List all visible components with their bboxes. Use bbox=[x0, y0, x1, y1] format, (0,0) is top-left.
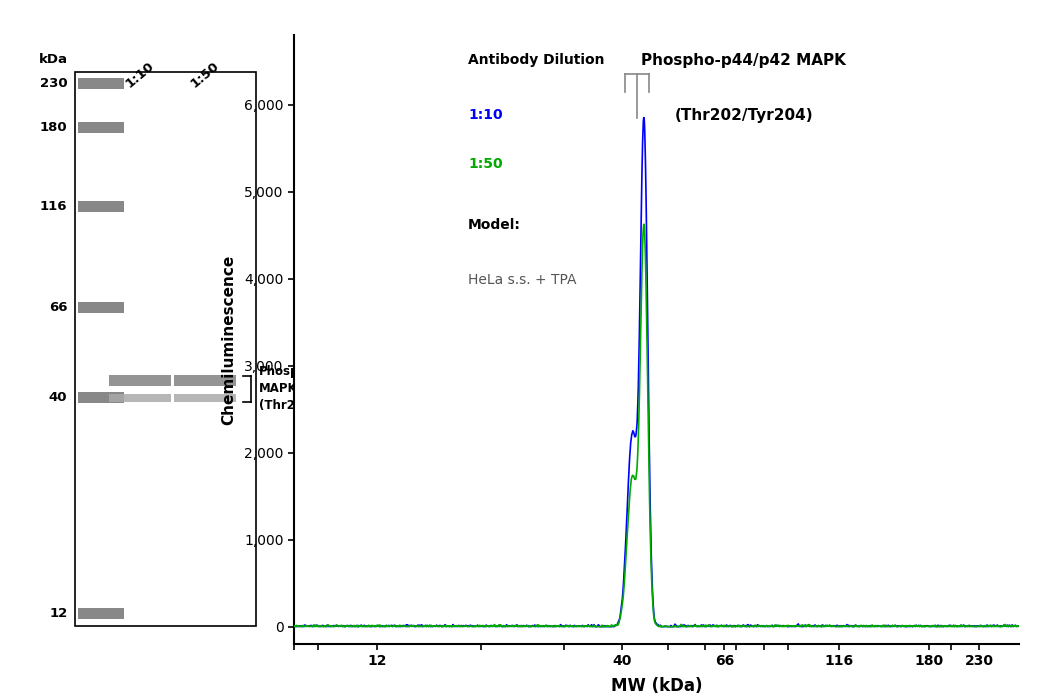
Bar bbox=[75, 71, 257, 626]
Text: 1:50: 1:50 bbox=[468, 157, 502, 171]
Text: (Thr202/Tyr204): (Thr202/Tyr204) bbox=[674, 108, 813, 123]
Text: 1:10: 1:10 bbox=[468, 108, 502, 122]
Text: 230: 230 bbox=[40, 77, 68, 90]
Text: 12: 12 bbox=[49, 607, 68, 620]
Y-axis label: Chemiluminescence: Chemiluminescence bbox=[220, 254, 236, 425]
Bar bbox=[78, 608, 125, 619]
Text: 180: 180 bbox=[40, 121, 68, 134]
Bar bbox=[109, 375, 171, 386]
Text: Model:: Model: bbox=[468, 218, 521, 232]
Text: 66: 66 bbox=[49, 301, 68, 314]
Text: kDa: kDa bbox=[38, 53, 68, 66]
Bar bbox=[78, 78, 125, 89]
Bar bbox=[78, 122, 125, 133]
Text: Phospho-p44/p42
MAPK
(Thr202/Tyr204): Phospho-p44/p42 MAPK (Thr202/Tyr204) bbox=[259, 365, 374, 412]
Bar bbox=[78, 201, 125, 212]
Bar bbox=[174, 393, 236, 402]
Text: 1:50: 1:50 bbox=[188, 60, 222, 90]
Text: 1:10: 1:10 bbox=[123, 60, 157, 90]
Bar bbox=[174, 375, 236, 386]
X-axis label: MW (kDa): MW (kDa) bbox=[610, 677, 702, 694]
Bar bbox=[78, 302, 125, 313]
Text: Phospho-p44/p42 MAPK: Phospho-p44/p42 MAPK bbox=[642, 53, 847, 69]
Text: HeLa s.s. + TPA: HeLa s.s. + TPA bbox=[468, 272, 576, 286]
Text: 116: 116 bbox=[40, 200, 68, 213]
Bar bbox=[78, 392, 125, 403]
Text: Antibody Dilution: Antibody Dilution bbox=[468, 53, 604, 67]
Text: 40: 40 bbox=[49, 391, 68, 404]
Bar bbox=[109, 393, 171, 402]
